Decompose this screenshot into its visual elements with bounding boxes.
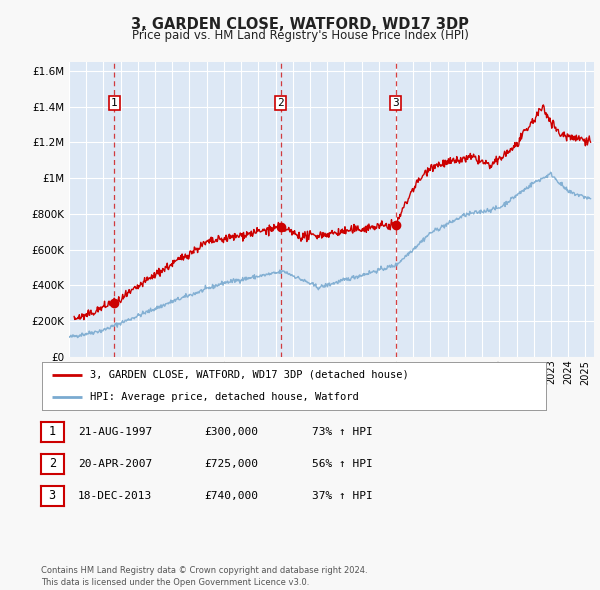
Text: 3: 3	[392, 98, 399, 108]
Text: 18-DEC-2013: 18-DEC-2013	[78, 491, 152, 500]
Text: 73% ↑ HPI: 73% ↑ HPI	[312, 427, 373, 437]
Text: £725,000: £725,000	[204, 459, 258, 468]
Text: 20-APR-2007: 20-APR-2007	[78, 459, 152, 468]
Text: 2: 2	[277, 98, 284, 108]
Text: HPI: Average price, detached house, Watford: HPI: Average price, detached house, Watf…	[90, 392, 359, 402]
Text: Contains HM Land Registry data © Crown copyright and database right 2024.
This d: Contains HM Land Registry data © Crown c…	[41, 566, 367, 587]
Text: 21-AUG-1997: 21-AUG-1997	[78, 427, 152, 437]
Text: £300,000: £300,000	[204, 427, 258, 437]
Text: 37% ↑ HPI: 37% ↑ HPI	[312, 491, 373, 500]
Text: £740,000: £740,000	[204, 491, 258, 500]
Text: 3: 3	[49, 489, 56, 502]
Text: 56% ↑ HPI: 56% ↑ HPI	[312, 459, 373, 468]
Text: 3, GARDEN CLOSE, WATFORD, WD17 3DP (detached house): 3, GARDEN CLOSE, WATFORD, WD17 3DP (deta…	[90, 370, 409, 380]
Text: 2: 2	[49, 457, 56, 470]
Text: 1: 1	[49, 425, 56, 438]
Text: 3, GARDEN CLOSE, WATFORD, WD17 3DP: 3, GARDEN CLOSE, WATFORD, WD17 3DP	[131, 17, 469, 31]
Text: Price paid vs. HM Land Registry's House Price Index (HPI): Price paid vs. HM Land Registry's House …	[131, 30, 469, 42]
Text: 1: 1	[111, 98, 118, 108]
